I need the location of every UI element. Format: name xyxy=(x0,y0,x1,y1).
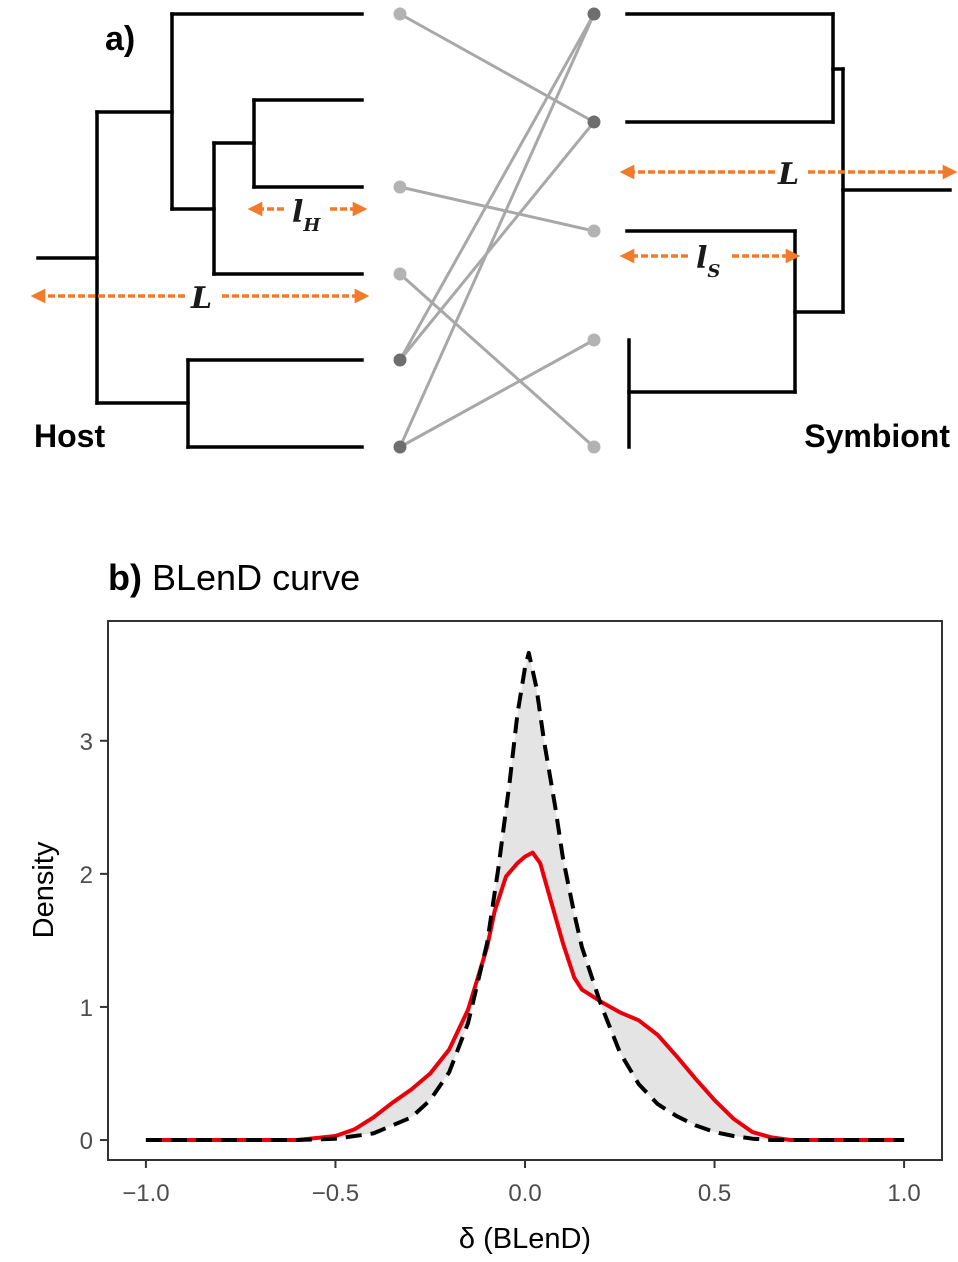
symbiont-tip-dot xyxy=(587,224,601,238)
link xyxy=(399,185,595,233)
host-label: Host xyxy=(34,418,105,454)
host-tip-dot xyxy=(393,7,407,21)
x-tick-label: −1.0 xyxy=(122,1180,169,1207)
y-tick-label: 2 xyxy=(80,862,93,889)
host-tip-dot xyxy=(393,180,407,194)
panel-b-title: b) BLenD curve xyxy=(108,557,360,598)
y-axis-title: Density xyxy=(28,841,60,938)
link xyxy=(398,13,596,448)
y-tick-label: 3 xyxy=(80,729,93,756)
y-tick-label: 1 xyxy=(80,995,93,1022)
series-line-dashed xyxy=(145,650,905,1142)
panel-a: a) xyxy=(30,7,958,454)
x-tick-label: 1.0 xyxy=(887,1180,920,1207)
link xyxy=(398,121,596,361)
panel-a-label: a) xyxy=(105,20,135,58)
host-tip-dot xyxy=(393,267,407,281)
symbiont-tip-dot xyxy=(587,7,601,21)
symbiont-tip-dot xyxy=(587,440,601,454)
host-tip-dot xyxy=(393,440,407,454)
link xyxy=(398,13,596,361)
symbiont-tip-dot xyxy=(587,115,601,129)
measurement-arrows xyxy=(30,164,958,304)
link xyxy=(399,272,595,449)
difference-area xyxy=(145,652,905,1140)
series-line-solid xyxy=(145,850,905,1142)
symbiont-label: Symbiont xyxy=(804,418,950,454)
x-tick-label: 0.0 xyxy=(508,1180,541,1207)
symbiont-tree xyxy=(625,12,952,449)
symbiont-tip-dot xyxy=(587,333,601,347)
link xyxy=(399,12,595,124)
x-axis-title: δ (BLenD) xyxy=(459,1223,591,1255)
panel-b: b) BLenD curve −1.0 −0.5 0.0 0.5 1.0 0 1 2 3 δ (… xyxy=(28,557,943,1255)
chart-layer: −1.0 −0.5 0.0 0.5 1.0 0 1 2 3 xyxy=(80,650,921,1207)
tip-dots xyxy=(393,7,601,454)
link xyxy=(399,338,595,449)
symbiont-total-length-label: L xyxy=(777,157,799,192)
x-tick-label: 0.5 xyxy=(698,1180,731,1207)
x-tick-label: −0.5 xyxy=(312,1180,359,1207)
symbiont-branch-length-label: lS xyxy=(696,241,720,282)
host-tree xyxy=(36,12,364,449)
host-tip-dot xyxy=(393,353,407,367)
y-tick-label: 0 xyxy=(80,1128,93,1155)
host-total-length-label: L xyxy=(190,281,212,316)
association-links xyxy=(398,12,596,449)
host-branch-length-label: lH xyxy=(292,195,321,236)
